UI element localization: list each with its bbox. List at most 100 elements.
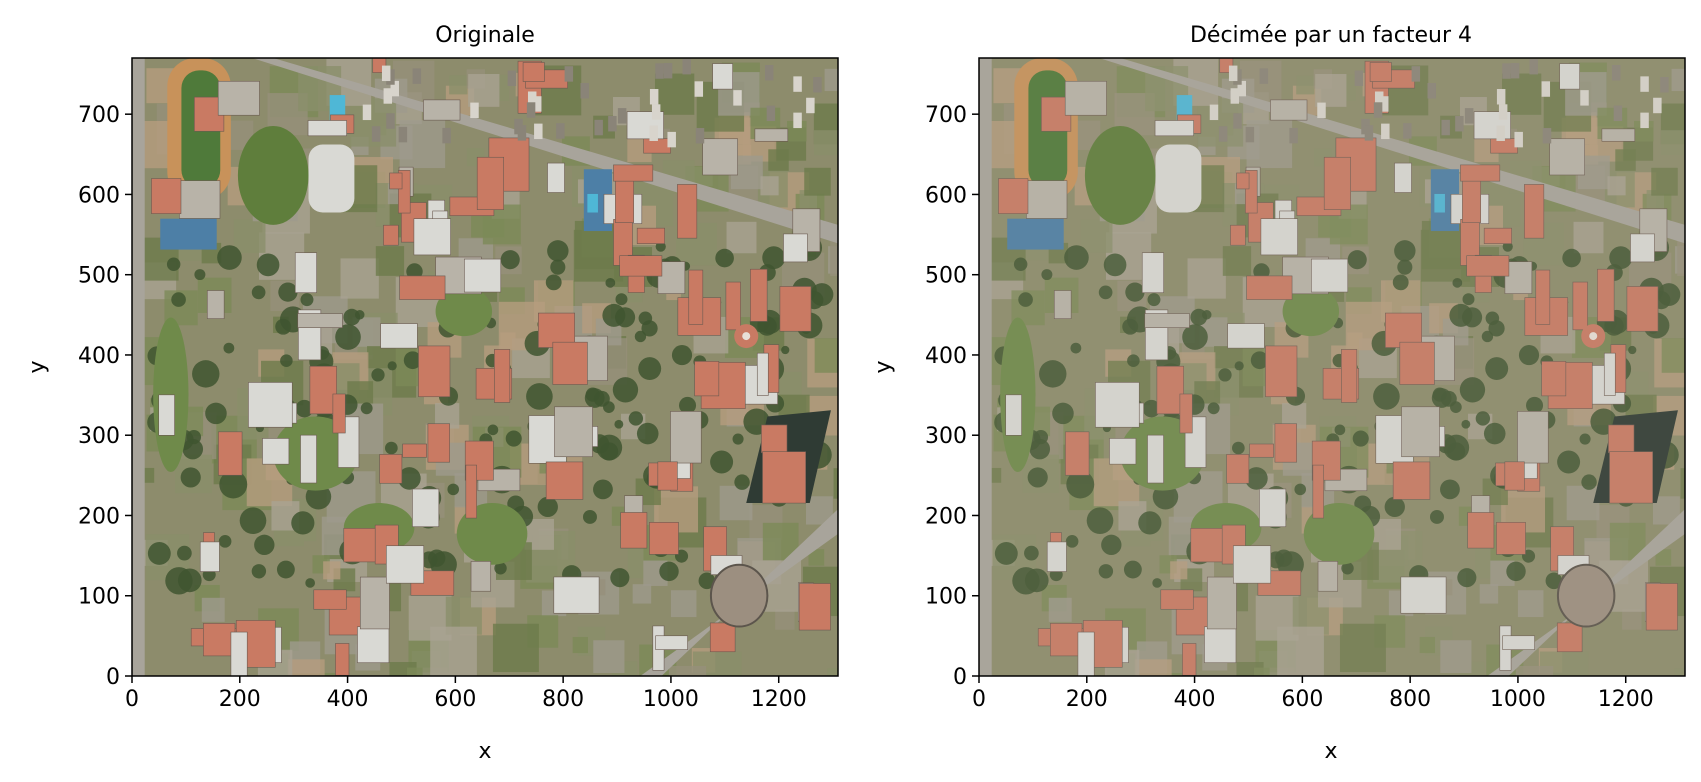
y-axis-label: y [25, 360, 50, 373]
tree [335, 324, 361, 350]
building [1556, 622, 1583, 653]
tree [147, 542, 171, 565]
house [533, 96, 542, 112]
tree [602, 303, 626, 327]
building [1046, 541, 1067, 572]
tree [398, 467, 421, 490]
tree [1397, 259, 1413, 275]
house [517, 125, 527, 141]
building [1541, 361, 1567, 397]
tree [1394, 240, 1416, 262]
building [179, 180, 221, 219]
building [547, 162, 565, 193]
house [564, 66, 574, 82]
tree [1384, 496, 1405, 518]
tree [762, 246, 786, 270]
tree [1041, 269, 1053, 281]
tennis-courts [160, 218, 217, 250]
texture-patch [1048, 597, 1072, 622]
house [580, 83, 589, 99]
tree [1253, 263, 1270, 280]
house [1441, 119, 1450, 136]
house [383, 88, 393, 104]
texture-patch [1277, 626, 1324, 676]
tree [1064, 245, 1089, 270]
house [1209, 104, 1219, 121]
tree [1024, 568, 1049, 593]
building [1608, 424, 1635, 454]
tree [217, 245, 242, 270]
building [1026, 180, 1068, 219]
building [1245, 170, 1258, 214]
x-tick-label: 0 [125, 687, 139, 712]
round-building-center [1589, 332, 1598, 341]
dome [308, 144, 355, 213]
house [1237, 80, 1246, 97]
house [1411, 66, 1421, 82]
building [1265, 345, 1298, 398]
tree [1545, 572, 1563, 590]
texture-patch [1479, 584, 1499, 604]
building [1190, 528, 1226, 563]
texture-patch [830, 224, 838, 277]
building [761, 424, 788, 454]
building [624, 495, 644, 514]
texture-patch [1661, 338, 1685, 373]
tree [1018, 292, 1033, 307]
tree [1142, 399, 1161, 418]
building [1603, 352, 1616, 396]
building [783, 233, 808, 263]
building [1517, 411, 1549, 464]
house [733, 90, 742, 106]
texture-patch [201, 597, 225, 622]
building [1312, 464, 1324, 519]
texture-patch [1607, 176, 1626, 196]
texture-patch [323, 561, 341, 580]
tree [550, 259, 566, 275]
tree [537, 496, 558, 518]
house [1496, 125, 1505, 141]
texture-patch [632, 584, 652, 604]
tree [1373, 383, 1400, 410]
building [1005, 394, 1022, 436]
building [1369, 62, 1392, 82]
y-tick-label: 0 [106, 665, 120, 690]
tree [192, 360, 220, 388]
x-tick-label: 200 [1066, 687, 1108, 712]
chart-title: Décimée par un facteur 4 [1190, 23, 1472, 48]
lawn [1303, 502, 1375, 565]
tree [1232, 441, 1245, 455]
texture-patch [670, 590, 697, 618]
tree [610, 568, 630, 588]
building [1460, 164, 1501, 182]
tree [1581, 474, 1597, 490]
building [1400, 576, 1447, 614]
house [1455, 115, 1464, 132]
building [465, 464, 477, 519]
tree [1485, 357, 1509, 381]
tree [1182, 324, 1208, 350]
building [1483, 227, 1512, 244]
building [1630, 233, 1655, 263]
road [979, 58, 992, 676]
building [709, 622, 736, 653]
house [1233, 69, 1242, 85]
texture-patch [1655, 549, 1672, 566]
building [1154, 120, 1194, 137]
x-tick-label: 600 [1281, 687, 1323, 712]
building [1401, 406, 1440, 458]
x-tick-label: 600 [434, 687, 476, 712]
building [230, 631, 248, 676]
tree [1039, 360, 1067, 388]
house [507, 70, 517, 87]
tree [1127, 354, 1140, 367]
tree [1579, 433, 1591, 445]
texture-patch [824, 68, 838, 92]
building [649, 522, 679, 555]
tree [278, 282, 298, 302]
tree [406, 263, 423, 280]
tree [545, 274, 562, 291]
tree [205, 402, 227, 425]
texture-patch [837, 60, 838, 100]
building [779, 286, 812, 332]
